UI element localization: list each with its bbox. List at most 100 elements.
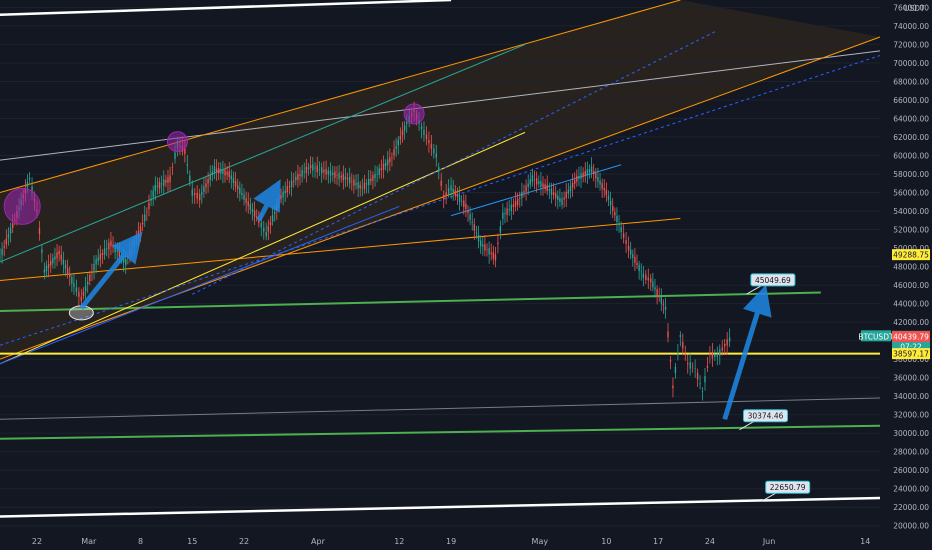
candle-body [71,277,73,284]
candle-body [320,167,323,174]
candle-body [403,125,406,131]
candle-body [260,222,262,228]
candle-body [618,223,620,226]
candle-body [108,242,110,250]
candle-body [278,202,280,203]
symbol-tag [861,330,891,342]
candle-body [256,216,258,218]
candle-body [550,188,553,195]
candle-body [584,171,586,176]
candle-body [64,264,67,269]
candle-body [672,385,674,389]
candle-body [684,354,686,355]
candle-body [425,134,428,140]
candle-body [52,257,54,264]
candle-body [652,281,654,288]
candle-body [559,197,561,202]
candle-body [728,337,731,342]
candle-body [222,170,224,175]
date-tick-label: May [532,537,549,546]
candle-body [62,259,65,265]
candle-body [154,184,156,192]
price-axis[interactable]: USDT 20000.00 22000.00 24000.00 26000.00 280… [880,0,932,550]
candle-body [158,182,161,189]
candle-body [603,187,605,191]
candle-body [135,238,137,240]
candle-body [452,188,454,193]
trend-line-grey-upper [0,50,881,161]
trend-line-channel-yellow [0,131,526,365]
candle-body [269,222,272,226]
candle-body [338,172,340,180]
candle-body [99,253,102,260]
candle-body [704,375,706,383]
highlight-circle [3,187,41,225]
candle-body [726,339,728,346]
candle-body [380,168,383,171]
candle-body [367,178,370,186]
candle-body [73,283,75,288]
candle-body [667,331,669,338]
candle-body [209,174,211,180]
candle-body [194,193,196,196]
candle-body [660,297,663,304]
candle-body [423,129,425,136]
candle-body [284,190,286,194]
candle-body [249,204,252,210]
candle-body [709,354,711,355]
candle-body [241,192,243,195]
candle-body [186,164,189,166]
candle-body [125,259,127,265]
direction-arrow [722,284,772,421]
candle-body [297,173,299,180]
date-tick-label: Apr [311,537,326,546]
candle-body [475,232,478,234]
time-axis[interactable]: 22 Mar 8 15 22 Apr 12 19 May 10 17 24 Jun 14 [32,537,870,546]
candle-body [239,187,241,194]
candle-body [167,177,169,183]
price-tag [892,348,930,360]
trend-line-grey-lower [0,397,881,420]
price-tick-label: 56000.00 [893,189,929,198]
candle-body [7,234,10,238]
candle-body [323,169,325,173]
trend-line-channel-blue-low [0,205,400,365]
candle-body [290,180,293,188]
price-tick-label: 48000.00 [893,263,929,272]
price-tick-label: 24000.00 [893,485,929,494]
candle-body [677,352,679,354]
candle-body [569,186,572,192]
candle-body [508,209,510,211]
candle-body [691,366,694,368]
candle-body [91,271,93,274]
candle-body [479,240,482,247]
annotations-layer: 45049.69 30374.46 22650.79 [3,103,811,502]
candle-body [316,165,318,173]
candle-body [438,167,440,172]
candle-body [251,208,254,212]
callout-pointer [739,421,754,431]
candle-body [473,224,476,231]
candle-body [609,200,612,206]
candle-body [714,354,716,357]
candle-body [263,227,265,232]
price-tick-label: 44000.00 [893,300,929,309]
candle-body [420,126,423,130]
candle-body [467,210,469,214]
candle-body [440,180,442,186]
candle-body [689,362,691,369]
candle-body [305,166,308,174]
date-tick-label: 14 [860,537,870,546]
candle-body [273,212,276,214]
candle-body [28,177,31,180]
candle-body [220,169,222,174]
candle-body [454,190,457,197]
candle-body [303,171,305,173]
price-tick-label: 28000.00 [893,448,929,457]
candle-body [3,245,5,248]
date-tick-label: 22 [32,537,42,546]
date-tick-label: 22 [239,537,249,546]
candle-body [711,352,714,359]
candle-body [694,368,696,369]
